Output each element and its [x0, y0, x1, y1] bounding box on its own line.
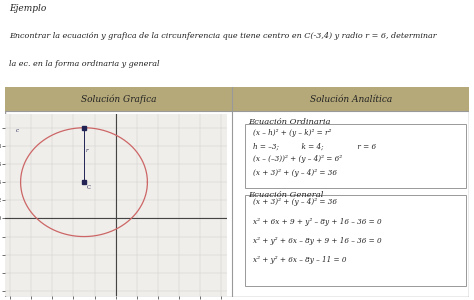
- FancyBboxPatch shape: [5, 87, 469, 111]
- Text: (x – (–3))² + (y – 4)² = 6²: (x – (–3))² + (y – 4)² = 6²: [253, 155, 342, 163]
- Text: r: r: [86, 148, 89, 153]
- Text: Ecuación Ordinaria: Ecuación Ordinaria: [248, 118, 331, 126]
- Text: x² + y² + 6x – 8y + 9 + 16 – 36 = 0: x² + y² + 6x – 8y + 9 + 16 – 36 = 0: [253, 237, 382, 244]
- Text: (x – h)² + (y – k)² = r²: (x – h)² + (y – k)² = r²: [253, 129, 331, 137]
- Text: la ec. en la forma ordinaria y general: la ec. en la forma ordinaria y general: [9, 61, 160, 68]
- Text: Ejemplo: Ejemplo: [9, 4, 46, 13]
- FancyBboxPatch shape: [245, 124, 466, 188]
- Text: x² + 6x + 9 + y² – 8y + 16 – 36 = 0: x² + 6x + 9 + y² – 8y + 16 – 36 = 0: [253, 218, 382, 226]
- Text: Solución Grafica: Solución Grafica: [81, 94, 156, 104]
- FancyBboxPatch shape: [5, 87, 469, 297]
- Text: Solución Analítica: Solución Analítica: [310, 94, 392, 103]
- FancyBboxPatch shape: [245, 195, 466, 286]
- Text: x² + y² + 6x – 8y – 11 = 0: x² + y² + 6x – 8y – 11 = 0: [253, 256, 346, 264]
- Text: h = –3;          k = 4;               r = 6: h = –3; k = 4; r = 6: [253, 142, 376, 150]
- Text: C: C: [87, 185, 91, 190]
- Text: (x + 3)² + (y – 4)² = 36: (x + 3)² + (y – 4)² = 36: [253, 199, 337, 206]
- Text: (x + 3)² + (y – 4)² = 36: (x + 3)² + (y – 4)² = 36: [253, 169, 337, 177]
- Text: Ecuación General: Ecuación General: [248, 191, 324, 199]
- Text: Encontrar la ecuación y grafica de la circunferencia que tiene centro en C(-3,4): Encontrar la ecuación y grafica de la ci…: [9, 32, 437, 40]
- Text: c: c: [15, 128, 18, 133]
